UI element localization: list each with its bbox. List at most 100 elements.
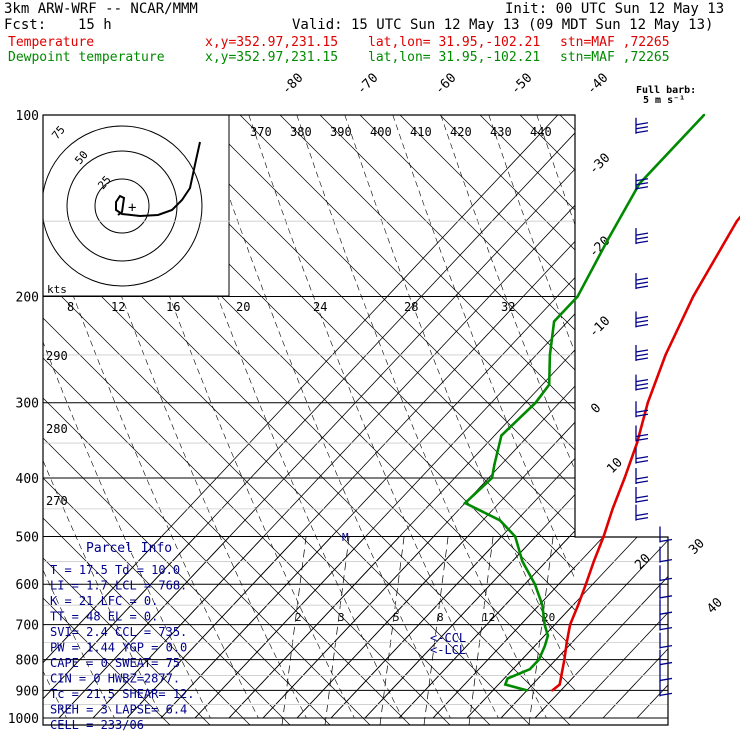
barb-flag: [635, 499, 649, 503]
theta-e-labels: 370 380 390 400 410 420 430 440: [250, 125, 552, 139]
sounding-point: [576, 295, 579, 298]
temperature-latlon: lat,lon= 31.95,-102.21: [368, 35, 541, 50]
pressure-label: 100: [16, 109, 39, 124]
ccl-marker: <-CCL: [430, 631, 466, 645]
mixing-ratio-label: 3: [338, 611, 345, 624]
barb-flag: [635, 459, 649, 464]
barb-flag: [659, 611, 673, 615]
isotherm: [92, 537, 264, 719]
init-time: Init: 00 UTC Sun 12 May 13: [505, 1, 725, 17]
isotherm: [43, 537, 196, 700]
isotherm: [500, 539, 668, 719]
sounding-point: [735, 220, 738, 223]
dewpoint-latlon: lat,lon= 31.95,-102.21: [368, 50, 541, 65]
barb-flag: [635, 277, 649, 281]
sounding-point: [607, 236, 610, 240]
isotherm: [466, 537, 638, 719]
barb-flag: [635, 413, 649, 417]
sounding-point: [664, 353, 667, 357]
isotherm: [330, 537, 502, 719]
pressure-label: 700: [16, 619, 39, 634]
sounding-point: [551, 689, 554, 692]
mixing-ratio-labels: 2 3 5 8 12 20: [295, 611, 555, 624]
sounding-point: [528, 668, 532, 671]
wind-barb: [659, 582, 673, 599]
sounding-point: [635, 441, 639, 445]
wind-barb: [635, 374, 649, 391]
hodo-kts-label: kts: [47, 283, 67, 296]
sounding-point: [500, 434, 503, 437]
theta-e-label: 390: [330, 125, 352, 139]
sounding-point: [563, 658, 566, 661]
pressure-label: 300: [16, 397, 39, 412]
hodo-ring-25: [94, 178, 150, 234]
barb-flag: [635, 353, 649, 357]
barb-flag: [635, 323, 649, 328]
sounding-point: [646, 401, 649, 404]
fcst-value: 15 h: [78, 17, 112, 33]
adiabat-solid: [680, 115, 740, 725]
sounding-point: [490, 476, 494, 480]
sounding-point: [584, 583, 588, 586]
sounding-point: [543, 623, 546, 626]
barb-flag: [635, 409, 649, 413]
wind-barb: [635, 228, 649, 245]
hodo-ring-75: [43, 125, 203, 287]
parcel-title: Parcel Info: [86, 541, 172, 556]
barb-flag: [635, 437, 649, 442]
barb-flag: [659, 626, 673, 631]
adiabat-solid: [43, 397, 371, 725]
wind-barb: [635, 273, 649, 290]
barb-flag: [635, 232, 649, 236]
model-title: 3km ARW-WRF -- NCAR/MMM: [4, 1, 198, 17]
pressure-label: 800: [16, 654, 39, 669]
adiabat-solid: [43, 357, 411, 725]
parcel-row: K = 21 LFC = 0.: [50, 594, 158, 608]
sounding-point: [525, 689, 529, 692]
isotherm-label: -80: [279, 71, 306, 98]
hodo-speed-label: 28: [404, 300, 418, 314]
theta-label: 280: [46, 422, 68, 436]
isotherm: [534, 575, 668, 719]
sounding-point: [560, 674, 563, 677]
theta-label: 290: [46, 349, 68, 363]
wind-barb: [659, 546, 673, 563]
theta-e-label: 400: [370, 125, 392, 139]
wind-barb: [635, 468, 649, 485]
parcel-row: CAPE = 0 SWEAT= 75: [50, 656, 180, 670]
sounding-point: [623, 476, 626, 480]
parcel-info-table: T = 17.5 Td = 10.0 LI = 1.7 LCL = 768.K =…: [50, 563, 195, 732]
temperature-xy: x,y=352.97,231.15: [205, 35, 339, 50]
parcel-row: CELL = 233/06: [50, 718, 144, 732]
isotherm: [58, 537, 230, 719]
sounding-point: [534, 401, 537, 404]
sounding-point: [611, 507, 614, 511]
barb-flag: [635, 240, 649, 244]
pressure-labels: 100 200 300 400 500 600 700 800 900 1000: [8, 109, 39, 727]
theta-e-label: 430: [490, 125, 512, 139]
adiabat-solid: [559, 115, 575, 131]
parcel-row: PW = 1.44 YGP = 0.0: [50, 641, 187, 655]
barb-flag: [635, 186, 649, 190]
parcel-row: Tc = 21.5 SHEAR= 12.: [50, 687, 195, 701]
sounding-point: [498, 519, 502, 522]
barb-flag: [659, 661, 673, 666]
theta-e-label: 440: [530, 125, 552, 139]
pressure-label: 900: [16, 684, 39, 699]
isotherm: [194, 537, 366, 719]
temperature-points: [551, 220, 738, 692]
isotherm-label: 20: [632, 551, 654, 573]
isotherm-label: -30: [586, 151, 613, 178]
sounding-point: [558, 683, 561, 686]
theta-e-label: 370: [250, 125, 272, 139]
barb-flag: [635, 182, 649, 186]
adiabat-solid: [600, 115, 740, 725]
parcel-row: CIN = 0 HWBZ=2877.: [50, 672, 180, 686]
hodo-speed-label: 20: [236, 300, 250, 314]
theta-label: 270: [46, 494, 68, 508]
diagram-frame: [42, 114, 669, 726]
dry-adiabat: [729, 115, 740, 718]
hodo-speed-label: 32: [501, 300, 515, 314]
sounding-point: [592, 560, 595, 563]
